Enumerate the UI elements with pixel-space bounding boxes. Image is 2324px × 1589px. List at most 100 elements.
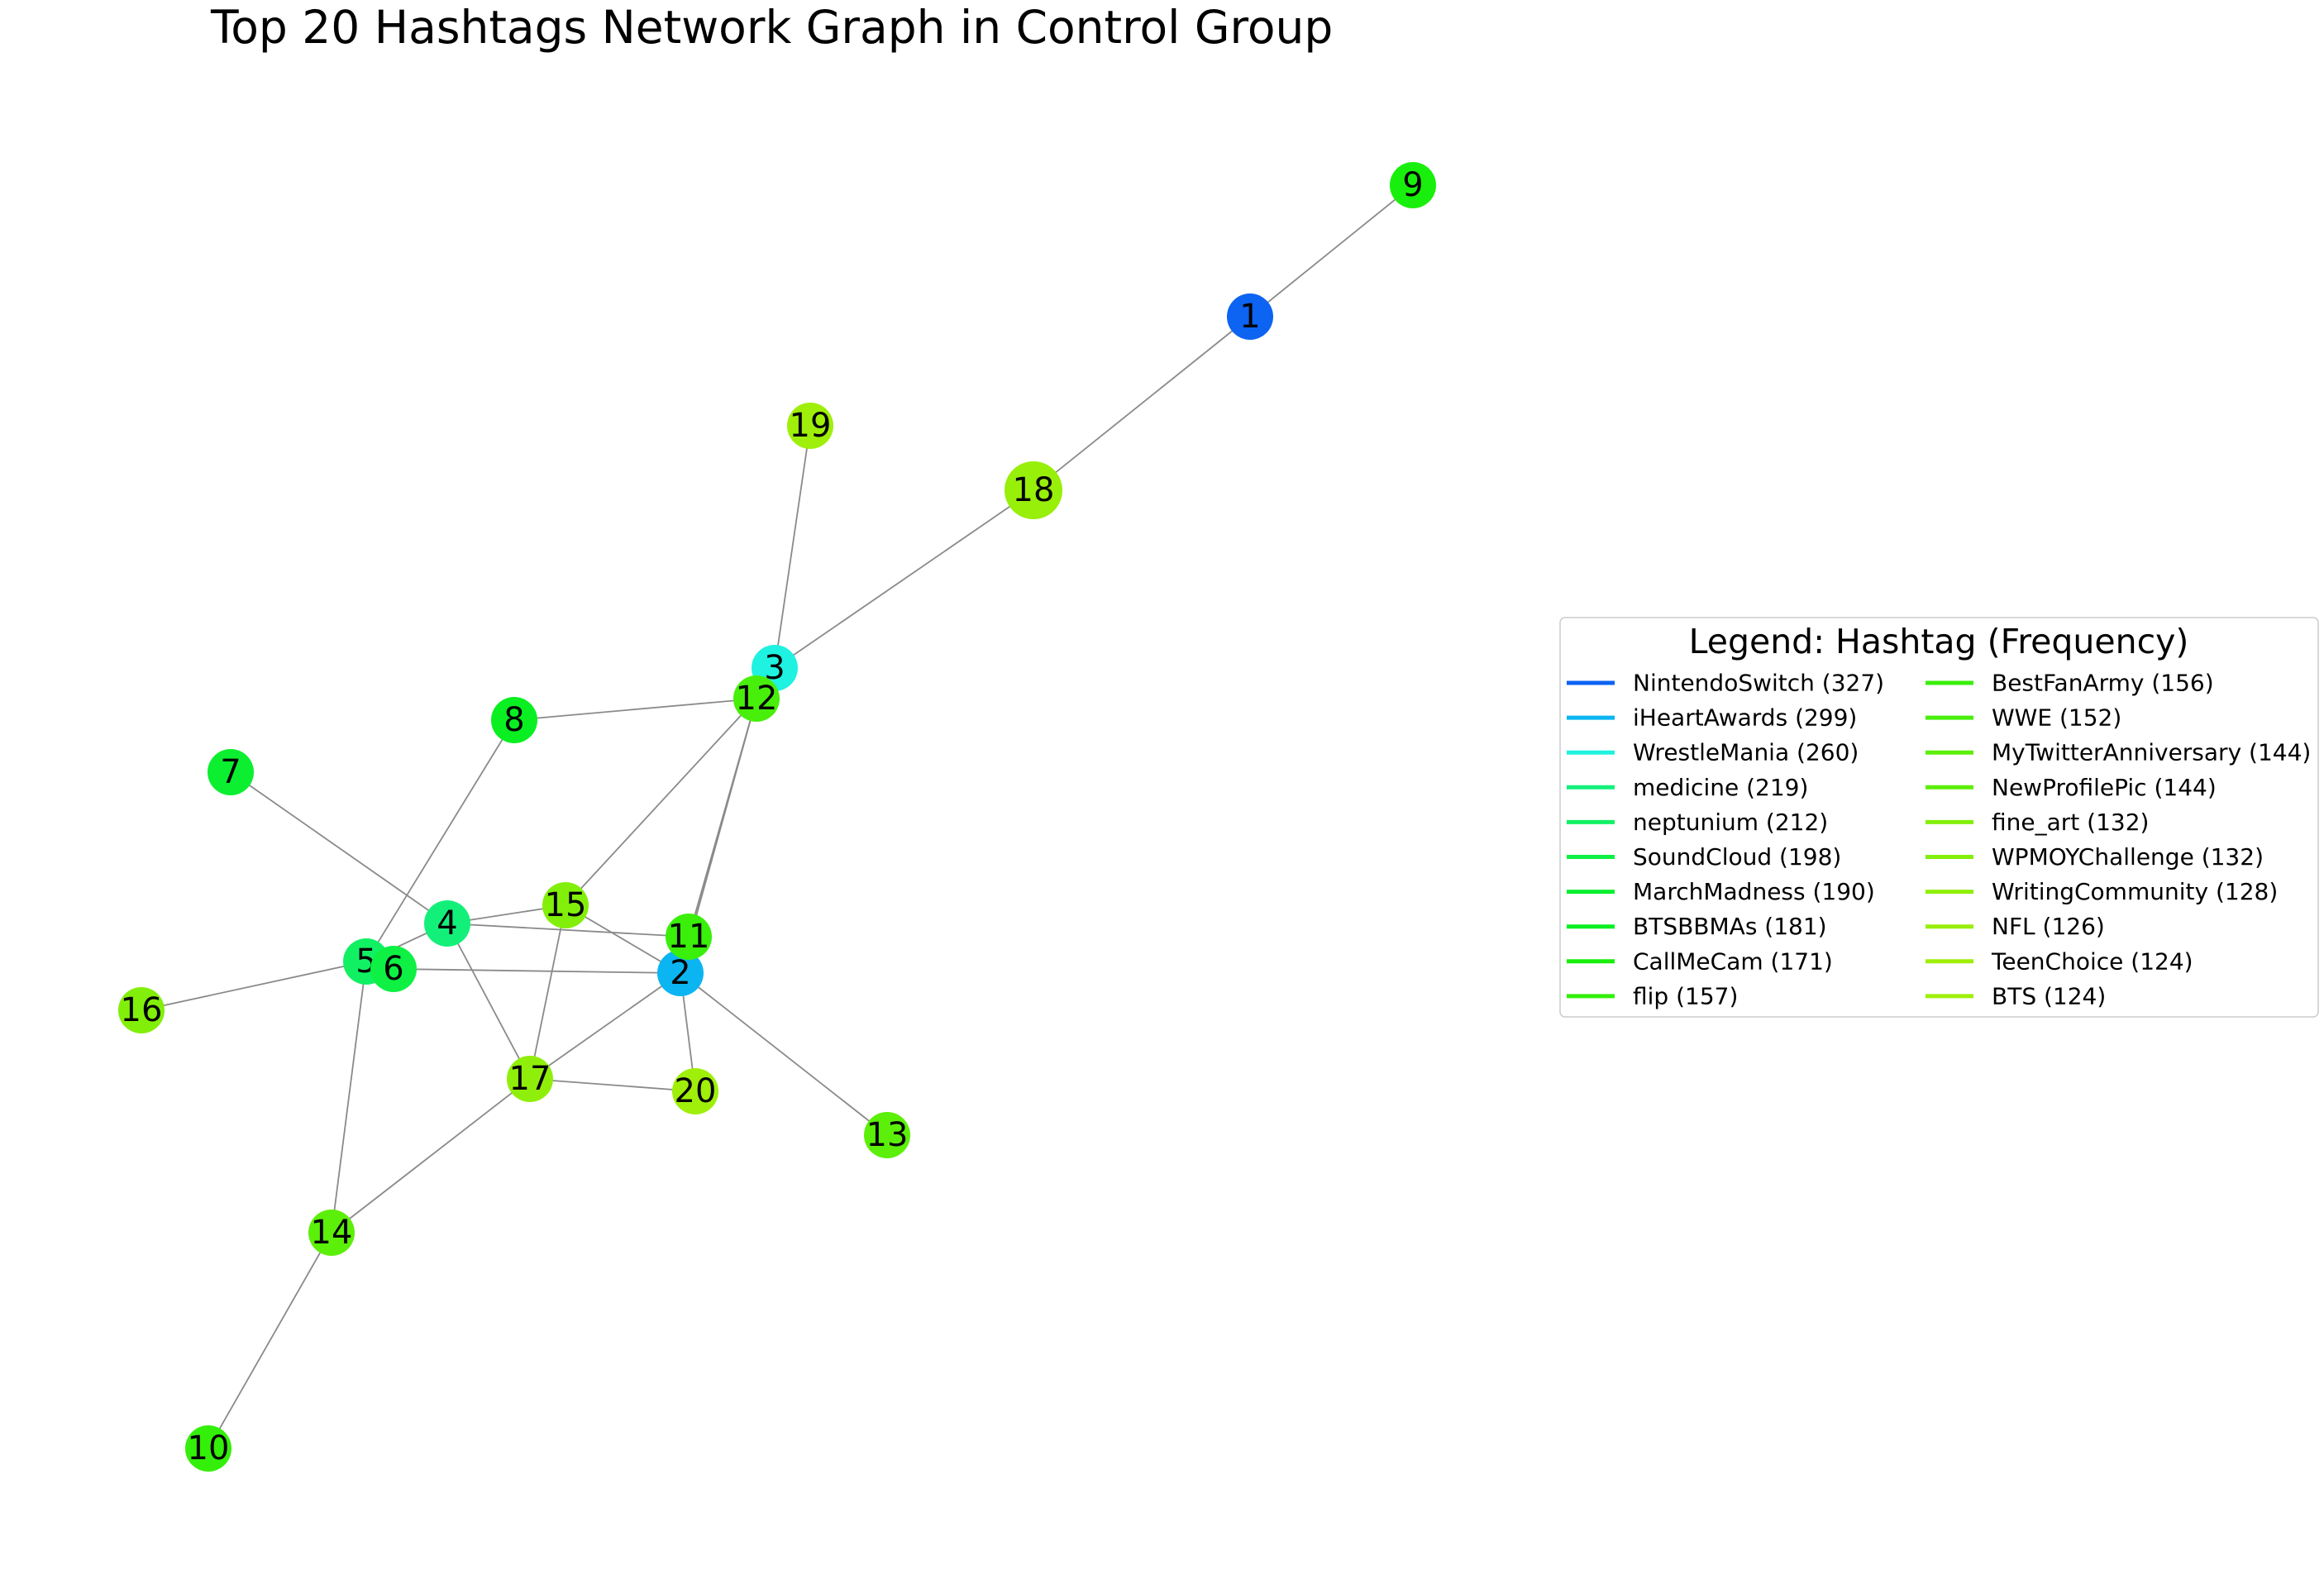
legend-item: MyTwitterAnniversary (144) — [1926, 739, 2311, 766]
node-label-2: 2 — [670, 954, 690, 992]
node-20[interactable]: 20 — [672, 1068, 718, 1114]
node-1[interactable]: 1 — [1227, 293, 1273, 340]
node-19[interactable]: 19 — [787, 403, 833, 449]
legend-label: MarchMadness (190) — [1633, 878, 1875, 905]
node-label-11: 11 — [668, 918, 710, 956]
node-8[interactable]: 8 — [491, 697, 537, 743]
node-13[interactable]: 13 — [864, 1112, 910, 1158]
legend-item: TeenChoice (124) — [1926, 947, 2193, 975]
node-2[interactable]: 2 — [657, 950, 704, 996]
legend-item: WrestleMania (260) — [1567, 739, 1859, 766]
legend-item: BTSBBMAs (181) — [1567, 913, 1827, 940]
legend-item: BestFanArmy (156) — [1926, 670, 2214, 697]
edge-5-14 — [331, 961, 367, 1234]
node-circle-10 — [185, 1425, 231, 1472]
node-label-14: 14 — [311, 1214, 353, 1252]
legend-item: BTS (124) — [1926, 982, 2106, 1009]
node-circle-11 — [666, 914, 712, 960]
edge-2-17 — [529, 972, 681, 1080]
node-label-4: 4 — [437, 904, 457, 942]
node-4[interactable]: 4 — [424, 900, 470, 947]
node-7[interactable]: 7 — [208, 749, 254, 795]
edge-4-17 — [446, 923, 531, 1080]
node-label-12: 12 — [736, 680, 778, 718]
edge-12-15 — [565, 698, 757, 906]
legend-item: CallMeCam (171) — [1567, 947, 1833, 975]
node-label-1: 1 — [1239, 298, 1260, 336]
node-label-6: 6 — [383, 950, 403, 988]
legend-label: WritingCommunity (128) — [1992, 878, 2278, 905]
node-17[interactable]: 17 — [507, 1056, 553, 1102]
edge-17-20 — [529, 1078, 696, 1092]
node-circle-2 — [657, 950, 704, 996]
node-circle-8 — [491, 697, 537, 743]
edge-2-13 — [680, 972, 888, 1136]
edge-7-4 — [230, 771, 448, 924]
edge-4-11 — [446, 923, 690, 938]
node-10[interactable]: 10 — [185, 1425, 231, 1472]
node-label-18: 18 — [1013, 471, 1055, 509]
node-label-17: 17 — [509, 1060, 551, 1098]
legend-item: medicine (219) — [1567, 774, 1808, 801]
legend-label: fine_art (132) — [1992, 809, 2149, 836]
legend-item: MarchMadness (190) — [1567, 878, 1875, 905]
legend-item: WritingCommunity (128) — [1926, 878, 2278, 905]
legend-item: neptunium (212) — [1567, 809, 1828, 836]
node-6[interactable]: 6 — [370, 946, 417, 992]
legend-label: flip (157) — [1633, 982, 1738, 1009]
node-circle-6 — [370, 946, 417, 992]
edge-5-16 — [141, 961, 367, 1011]
legend-item: WWE (152) — [1926, 704, 2121, 732]
edges-layer — [141, 184, 1414, 1449]
node-9[interactable]: 9 — [1390, 162, 1436, 208]
legend-label: iHeartAwards (299) — [1633, 704, 1857, 732]
node-label-7: 7 — [220, 753, 241, 791]
legend-item: WPMOYChallenge (132) — [1926, 843, 2264, 871]
legend-item: NewProfilePic (144) — [1926, 774, 2217, 801]
edge-17-14 — [331, 1078, 531, 1234]
legend-label: medicine (219) — [1633, 774, 1808, 801]
node-circle-9 — [1390, 162, 1436, 208]
node-11[interactable]: 11 — [666, 914, 712, 960]
legend-label: NewProfilePic (144) — [1992, 774, 2217, 801]
node-circle-4 — [424, 900, 470, 947]
node-circle-18 — [1005, 461, 1062, 519]
legend-label: neptunium (212) — [1633, 809, 1828, 836]
node-14[interactable]: 14 — [308, 1210, 355, 1256]
node-12[interactable]: 12 — [733, 675, 780, 722]
node-circle-17 — [507, 1056, 553, 1102]
legend-item: SoundCloud (198) — [1567, 843, 1841, 871]
edge-8-5 — [365, 719, 515, 962]
legend-label: CallMeCam (171) — [1633, 947, 1833, 975]
node-label-20: 20 — [675, 1072, 717, 1110]
node-18[interactable]: 18 — [1005, 461, 1062, 519]
legend-label: BTSBBMAs (181) — [1633, 913, 1827, 940]
node-circle-15 — [542, 882, 589, 928]
chart-title: Top 20 Hashtags Network Graph in Control… — [210, 1, 1333, 54]
edge-19-3 — [774, 425, 811, 669]
legend-label: WrestleMania (260) — [1633, 739, 1859, 766]
legend-label: TeenChoice (124) — [1991, 947, 2193, 975]
node-label-15: 15 — [545, 886, 587, 924]
edge-18-3 — [774, 489, 1034, 669]
edge-14-10 — [208, 1232, 332, 1449]
node-circle-14 — [308, 1210, 355, 1256]
node-label-8: 8 — [503, 701, 524, 739]
node-15[interactable]: 15 — [542, 882, 589, 928]
node-circle-19 — [787, 403, 833, 449]
legend-label: NFL (126) — [1992, 913, 2105, 940]
node-label-19: 19 — [790, 407, 832, 445]
legend-label: BTS (124) — [1992, 982, 2106, 1009]
legend-label: SoundCloud (198) — [1633, 843, 1841, 871]
node-16[interactable]: 16 — [118, 987, 165, 1033]
legend-label: WPMOYChallenge (132) — [1992, 843, 2264, 871]
legend-box — [1559, 617, 2319, 1018]
node-circle-13 — [864, 1112, 910, 1158]
legend: Legend: Hashtag (Frequency) NintendoSwit… — [1559, 617, 2319, 1018]
legend-item: iHeartAwards (299) — [1567, 704, 1857, 732]
legend-label: BestFanArmy (156) — [1992, 670, 2214, 697]
legend-item: NintendoSwitch (327) — [1567, 670, 1884, 697]
node-label-16: 16 — [121, 991, 163, 1029]
